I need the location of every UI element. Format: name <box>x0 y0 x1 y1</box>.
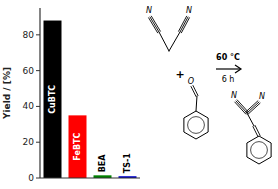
bond <box>181 18 189 33</box>
bond <box>159 32 169 51</box>
bond <box>248 103 260 114</box>
bar-label: BEA <box>98 154 107 173</box>
annotation: + <box>175 68 184 81</box>
bond <box>196 96 197 111</box>
benzene-ring <box>247 136 271 164</box>
bond <box>180 17 188 32</box>
bar-label: CuBTC <box>48 85 57 114</box>
bond <box>151 16 160 31</box>
bond <box>247 113 254 126</box>
bond <box>149 18 158 33</box>
bond <box>247 102 259 113</box>
y-axis-label: Yield / [%] <box>2 67 12 120</box>
bond <box>179 16 187 31</box>
atom-label: N <box>231 91 237 100</box>
bar-label: TS-1 <box>123 153 132 174</box>
y-tick-label: 40 <box>23 101 35 111</box>
y-tick-label: 60 <box>23 66 35 76</box>
bond <box>236 101 247 113</box>
atom-label: O <box>188 77 194 86</box>
bond <box>191 86 196 96</box>
y-axis-line <box>39 8 40 178</box>
atom-label: N <box>259 92 265 101</box>
aromatic-circle <box>188 117 205 134</box>
aromatic-circle <box>251 142 268 159</box>
bond <box>193 86 198 96</box>
atom-label: N <box>146 6 152 15</box>
arrow-head <box>235 65 241 73</box>
atom-label: N <box>186 6 192 15</box>
reaction-arrow <box>216 68 240 69</box>
reaction-scheme <box>149 16 271 164</box>
annotation: 6 h <box>222 75 235 84</box>
bar <box>44 21 62 178</box>
bar <box>69 115 87 178</box>
bars <box>44 21 137 178</box>
y-tick-label: 20 <box>23 137 35 147</box>
bond <box>150 17 159 32</box>
y-tick-label: 0 <box>28 173 34 183</box>
chart: 0 20 40 60 80 Yield / [%] CuBTC FeBTC BEA TS-1 N N +… <box>0 0 278 189</box>
benzene-ring <box>184 111 208 139</box>
bond <box>169 32 180 51</box>
x-axis-line <box>40 177 140 178</box>
y-tick-label: 80 <box>23 30 35 40</box>
bar-label: FeBTC <box>73 133 82 161</box>
annotation: 60 °C <box>216 53 240 62</box>
bond <box>237 100 248 112</box>
bond <box>253 127 258 137</box>
bond <box>255 125 260 135</box>
